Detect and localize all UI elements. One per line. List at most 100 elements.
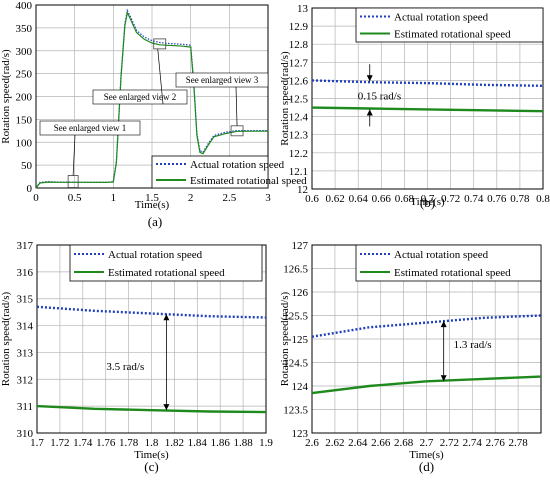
difference-annotation-c: 3.5 rad/s	[106, 314, 170, 411]
x-tick-label: 2.78	[508, 437, 528, 449]
chart-panel-c: 1.7 1.72 1.74 1.76 1.78 1.8 1.82 1.84 1.86 1.88 1.…	[0, 240, 273, 474]
x-tick-label: 2.68	[394, 437, 414, 449]
y-tick-label: 12.8	[289, 39, 309, 51]
legend-label: Estimated rotational speed	[394, 267, 511, 279]
y-tick-label: 124.5	[283, 358, 308, 370]
x-tick-label: 1.72	[50, 437, 69, 449]
panel-label: (d)	[419, 459, 434, 474]
enlarged-view-label-box	[39, 120, 141, 136]
x-tick-label: 0	[33, 192, 39, 204]
arrow-head-up	[163, 314, 170, 321]
x-tick-label: 1.74	[73, 437, 93, 449]
x-axis-label: Time(s)	[134, 449, 169, 461]
y-tick-label: 315	[17, 294, 34, 306]
y-tick-label: 123.5	[283, 405, 308, 417]
legend-label: Actual rotation speed	[394, 249, 489, 261]
difference-annotation-b: 0.15 rad/s	[358, 64, 401, 127]
x-tick-label: 2.72	[440, 437, 459, 449]
y-axis-label: Rotation speed(rad/s)	[279, 291, 291, 386]
y-tick-label: 310	[17, 428, 34, 440]
x-tick-label: 0.64	[349, 193, 369, 205]
y-tick-label: 12.4	[289, 112, 309, 124]
y-tick-label: 311	[17, 401, 33, 413]
y-tick-label: 12.1	[289, 166, 308, 178]
panel-label: (c)	[144, 459, 158, 474]
y-tick-label: 200	[16, 92, 33, 104]
y-axis-label: Rotation speed(rad/s)	[0, 291, 12, 386]
x-tick-label: 1.8	[145, 437, 159, 449]
y-tick-label: 314	[17, 321, 34, 333]
legend-label: Actual rotation speed	[108, 249, 203, 261]
callout-arrow	[157, 48, 164, 105]
y-tick-label: 100	[16, 137, 33, 149]
x-tick-label: 0.5	[68, 192, 82, 204]
x-tick-label: 2.6	[305, 437, 319, 449]
arrow-head-down	[366, 75, 373, 82]
enlarged-view-label-box	[92, 89, 188, 105]
y-tick-label: 150	[16, 114, 33, 126]
annotations-a: See enlarged view 1 See enlarged view 2 Se…	[39, 38, 269, 188]
panel-label: (b)	[420, 195, 435, 210]
y-tick-label: 312	[17, 374, 34, 386]
difference-annotation-d: 1.3 rad/s	[440, 321, 492, 382]
y-tick-label: 0	[27, 183, 33, 195]
x-tick-label: 0.78	[510, 193, 530, 205]
legend-box	[69, 244, 263, 282]
enlarged-view-label: See enlarged view 1	[54, 123, 127, 133]
series-line-estimated	[36, 404, 267, 414]
x-tick-label: 1	[111, 192, 117, 204]
series-line-estimated	[311, 375, 542, 395]
series-line-actual	[311, 314, 542, 338]
legend-box	[355, 244, 542, 282]
y-tick-label: 126	[292, 287, 309, 299]
legend-box	[151, 155, 269, 189]
y-tick-label: 317	[17, 240, 34, 252]
y-tick-label: 400	[16, 0, 33, 12]
x-tick-label: 0.7	[421, 193, 435, 205]
x-tick-label: 2.62	[325, 437, 344, 449]
zoom-box-1	[67, 175, 79, 188]
y-tick-label: 12.7	[289, 57, 309, 69]
arrow-head-up	[366, 109, 373, 116]
x-tick-label: 2.5	[222, 192, 236, 204]
legend-label: Actual rotation speed	[394, 12, 489, 24]
x-tick-label: 2.66	[371, 437, 391, 449]
x-tick-label: 1.9	[259, 437, 273, 449]
y-tick-label: 12.9	[289, 21, 309, 33]
x-axis-label: Time(s)	[409, 449, 444, 461]
y-tick-label: 12.6	[289, 75, 309, 87]
x-tick-label: 0.66	[372, 193, 392, 205]
y-tick-label: 123	[292, 428, 309, 440]
y-tick-label: 313	[17, 347, 34, 359]
y-tick-label: 13	[297, 3, 309, 15]
difference-label: 3.5 rad/s	[106, 361, 144, 373]
x-tick-label: 1.78	[119, 437, 139, 449]
difference-label: 0.15 rad/s	[358, 90, 401, 102]
series-line-estimated	[35, 10, 268, 189]
x-tick-label: 1.84	[188, 437, 208, 449]
enlarged-view-label: See enlarged view 3	[186, 75, 259, 85]
y-tick-label: 12.3	[289, 130, 309, 142]
x-tick-label: 1.88	[233, 437, 253, 449]
x-tick-label: 0.76	[487, 193, 507, 205]
x-tick-label: 1.7	[30, 437, 44, 449]
legend-label: Estimated rotational speed	[108, 267, 225, 279]
enlarged-view-label: See enlarged view 2	[104, 92, 177, 102]
callout-arrow	[235, 86, 238, 126]
y-tick-label: 350	[16, 23, 33, 35]
difference-label: 1.3 rad/s	[454, 339, 492, 351]
chart-panel-a: 0 0.5 1 1.5 2 2.5 3 0 50 100 150 200 250 300 350 400 Tim…	[0, 0, 307, 229]
y-tick-label: 250	[16, 69, 33, 81]
x-tick-label: 0.8	[536, 193, 550, 205]
y-tick-label: 12.5	[289, 94, 309, 106]
x-tick-label: 0.62	[325, 193, 344, 205]
legend-label: Estimated rotational speed	[394, 29, 511, 41]
arrow-head-up	[440, 321, 447, 328]
x-tick-label: 1.82	[165, 437, 184, 449]
legend-label: Actual rotation speed	[190, 159, 285, 171]
y-tick-label: 125	[292, 334, 309, 346]
y-tick-label: 300	[16, 46, 33, 58]
y-tick-label: 12.2	[289, 148, 308, 160]
y-tick-label: 50	[21, 160, 33, 172]
x-axis-label: Time(s)	[135, 199, 170, 211]
